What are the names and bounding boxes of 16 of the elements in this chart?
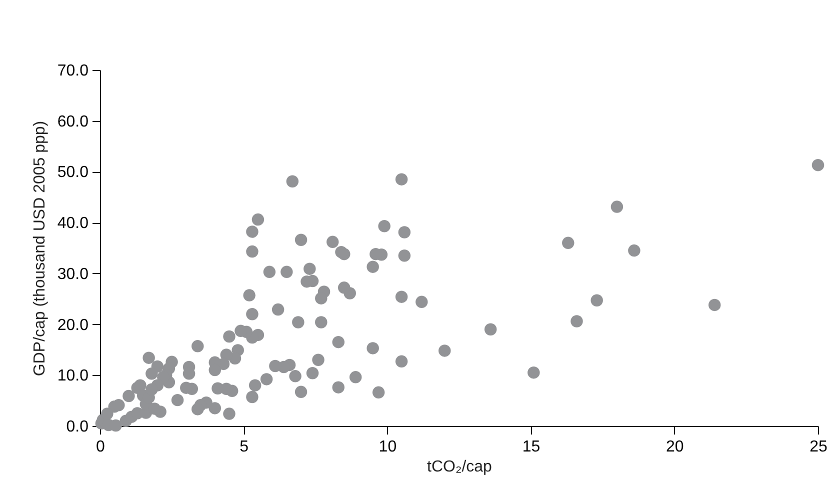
y-tick-label: 60.0 (57, 113, 89, 130)
y-tick-label: 0.0 (66, 418, 89, 436)
x-axis-title: tCO₂/cap (427, 458, 492, 476)
y-tick-label: 10.0 (57, 368, 89, 385)
y-tick-label: 20.0 (57, 316, 89, 334)
y-axis-title: GDP/cap (thousand USD 2005 ppp) (31, 120, 48, 376)
y-tick-label: 70.0 (57, 62, 89, 80)
x-tick-label: 0 (96, 438, 106, 456)
x-tick-label: 20 (666, 438, 684, 456)
y-tick-label: 50.0 (57, 164, 89, 182)
y-tick-label: 30.0 (57, 266, 89, 283)
x-tick-label: 15 (522, 438, 540, 456)
x-tick-label: 10 (378, 438, 397, 456)
x-tick-label: 25 (810, 438, 828, 456)
x-tick-label: 5 (240, 438, 249, 456)
y-tick-label: 40.0 (57, 215, 89, 232)
